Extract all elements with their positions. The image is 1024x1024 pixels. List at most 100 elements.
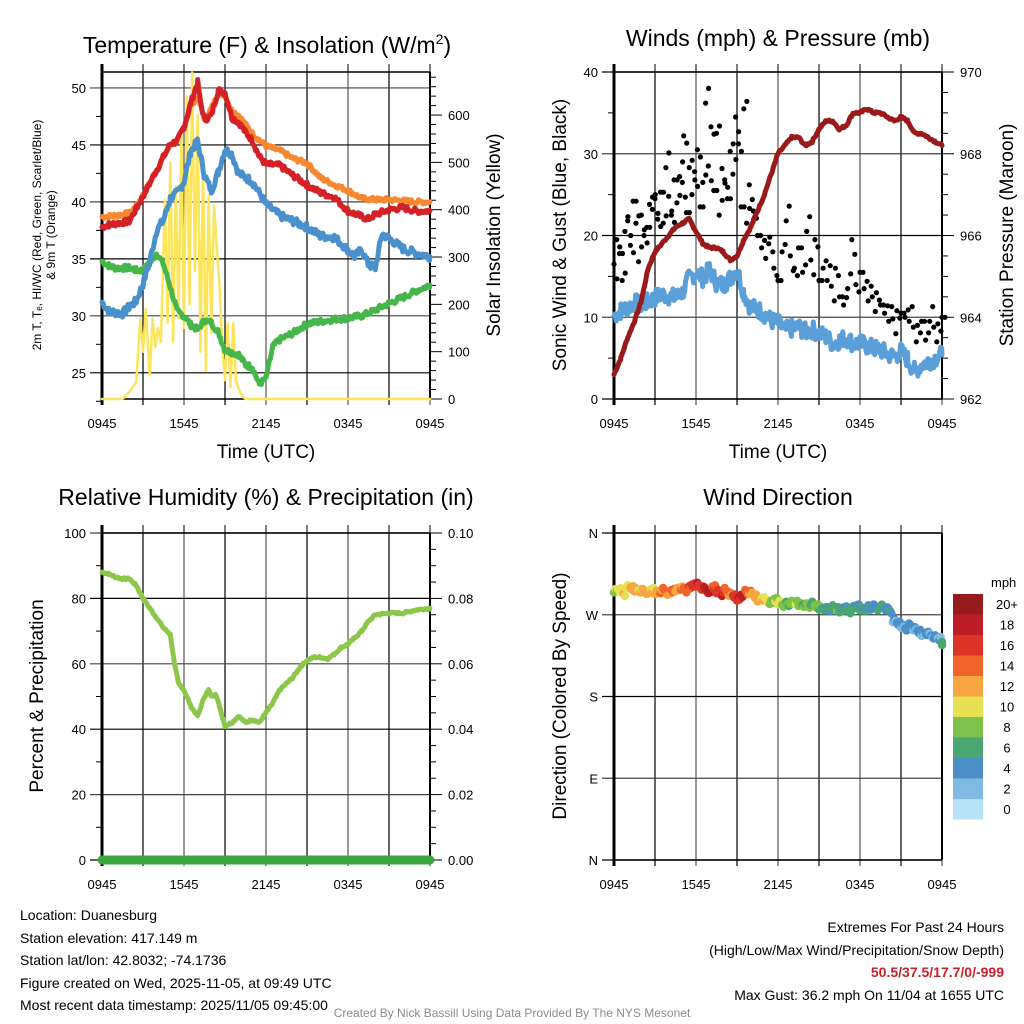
colorbar-label: 12 <box>1000 679 1014 694</box>
elevation-text: Station elevation: 417.149 m <box>20 929 198 946</box>
gust-point <box>926 330 932 336</box>
gust-point <box>771 265 777 271</box>
winds-ylabel: Sonic Wind & Gust (Blue, Black) <box>550 99 571 371</box>
colorbar-swatch <box>953 799 983 820</box>
station-pressure-line <box>611 107 945 377</box>
gust-point <box>633 220 639 226</box>
gust-point <box>677 174 683 180</box>
gust-point <box>901 310 907 316</box>
gust-point <box>910 324 916 330</box>
winds-xlabel: Time (UTC) <box>729 442 828 463</box>
colorbar-label: 20+ <box>996 597 1018 612</box>
gust-point <box>746 182 752 188</box>
x-tick-label: 2145 <box>764 877 793 892</box>
colorbar-swatch <box>953 676 983 697</box>
y2-tick-label: 0.08 <box>448 591 473 606</box>
gust-point <box>619 277 625 284</box>
gust-point <box>747 205 753 212</box>
gust-point <box>931 324 937 330</box>
x-tick-label: 1545 <box>682 877 711 892</box>
gust-point <box>869 294 875 300</box>
gust-point <box>639 244 645 250</box>
gust-point <box>622 228 628 234</box>
gust-point <box>694 147 701 153</box>
gust-point <box>844 295 850 301</box>
gust-point <box>798 245 805 251</box>
gust-point <box>873 290 880 296</box>
colorbar-label: 8 <box>1003 720 1010 735</box>
x-tick-label: 0945 <box>416 416 445 431</box>
y-tick-label: 45 <box>72 138 86 153</box>
gust-point <box>738 148 745 154</box>
gust-point <box>668 212 675 218</box>
colorbar-swatch <box>953 655 983 676</box>
gust-point <box>666 193 672 199</box>
gust-point <box>614 237 620 243</box>
x-tick-label: 0945 <box>416 877 445 892</box>
gust-point <box>890 316 896 322</box>
gust-point <box>845 286 851 292</box>
y-tick-label: 35 <box>72 252 86 267</box>
gust-point <box>614 276 620 282</box>
colorbar-label: 2 <box>1003 782 1010 797</box>
gust-point <box>803 262 809 268</box>
gust-points <box>611 85 948 345</box>
extremes-values: 50.5/37.5/17.7/0/-999 <box>870 964 1004 980</box>
gust-point <box>669 208 675 214</box>
gust-point <box>652 192 658 198</box>
temperature-ylabel-line2: & 9m T (Orange) <box>44 190 58 280</box>
gust-point <box>935 321 941 327</box>
wind-direction-point <box>620 591 630 601</box>
gust-point <box>917 330 924 336</box>
gust-point <box>611 261 617 267</box>
gust-point <box>876 297 883 303</box>
gust-point <box>689 192 695 198</box>
gust-point <box>885 303 891 309</box>
station-info: Location: Duanesburg Station elevation: … <box>20 904 332 1017</box>
y2-tick-label: 0.00 <box>448 853 473 868</box>
gust-point <box>647 224 653 230</box>
location-text: Location: Duanesburg <box>20 907 157 923</box>
wind-direction-ylabel: Direction (Colored By Speed) <box>550 572 571 819</box>
winds-y2label: Station Pressure (Maroon) <box>997 124 1018 347</box>
gust-point <box>938 328 944 334</box>
gust-point <box>727 196 734 202</box>
y-tick-label: 40 <box>72 722 86 737</box>
gust-point <box>905 307 911 313</box>
gust-point <box>942 314 948 320</box>
gust-point <box>914 322 921 328</box>
temp-2m-line <box>99 77 433 231</box>
gust-point <box>703 100 709 106</box>
gust-point <box>889 304 895 310</box>
y-tick-label: S <box>589 690 598 705</box>
gust-point <box>759 245 765 251</box>
gust-point <box>716 123 723 129</box>
y2-tick-label: 400 <box>448 203 470 218</box>
gust-point <box>714 187 720 194</box>
gust-point <box>767 234 773 240</box>
gust-point <box>660 220 666 226</box>
x-tick-label: 2145 <box>252 877 281 892</box>
extremes-subtitle: (High/Low/Max Wind/Precipitation/Snow De… <box>709 941 1004 958</box>
gust-point <box>744 220 750 226</box>
gust-point <box>733 156 739 163</box>
gust-point <box>695 183 701 189</box>
gust-point <box>708 178 714 184</box>
gust-point <box>736 129 742 135</box>
gust-point <box>860 269 866 275</box>
gust-point <box>682 194 688 200</box>
y2-tick-label: 0.04 <box>448 722 473 737</box>
gust-point <box>787 253 793 259</box>
gust-point <box>849 237 855 243</box>
max-gust-text: Max Gust: 36.2 mph On 11/04 at 1655 UTC <box>734 986 1004 1003</box>
gust-point <box>727 148 733 154</box>
y-tick-label: 50 <box>72 81 86 96</box>
wind-direction-chart-title: Wind Direction <box>703 484 853 510</box>
temperature-xlabel: Time (UTC) <box>217 442 316 463</box>
gust-point <box>630 250 637 256</box>
gust-point <box>663 165 669 171</box>
gust-point <box>779 249 785 255</box>
colorbar-swatch <box>953 758 983 779</box>
gust-point <box>679 179 685 185</box>
